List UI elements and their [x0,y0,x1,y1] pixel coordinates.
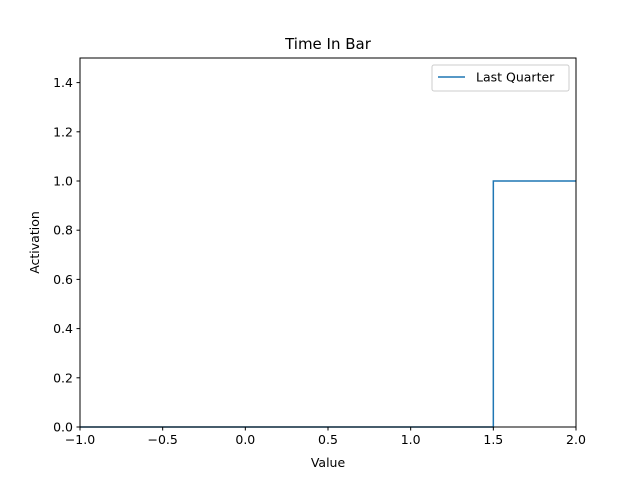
y-axis-label: Activation [27,211,42,274]
y-tick-label: 0.4 [53,321,73,336]
chart-title: Time In Bar [284,35,372,53]
x-tick-label: 2.0 [566,432,586,447]
legend: Last Quarter [431,64,570,92]
x-tick-label: 0.5 [318,432,338,447]
y-tick-label: 1.2 [53,124,73,139]
legend-box [431,64,570,92]
y-tick-label: 1.0 [53,174,73,189]
y-tick-label: 0.2 [53,370,73,385]
x-tick-label: 0.0 [235,432,255,447]
x-tick-label: −1.0 [65,432,95,447]
x-tick-label: 1.0 [401,432,421,447]
y-tick-label: 1.4 [53,75,73,90]
x-tick-label: 1.5 [483,432,503,447]
y-tick-label: 0.0 [53,420,73,435]
x-tick-label: −0.5 [147,432,177,447]
y-tick-label: 0.6 [53,272,73,287]
y-tick-label: 0.8 [53,223,73,238]
legend-label: Last Quarter [476,70,555,85]
x-axis-label: Value [311,455,346,470]
